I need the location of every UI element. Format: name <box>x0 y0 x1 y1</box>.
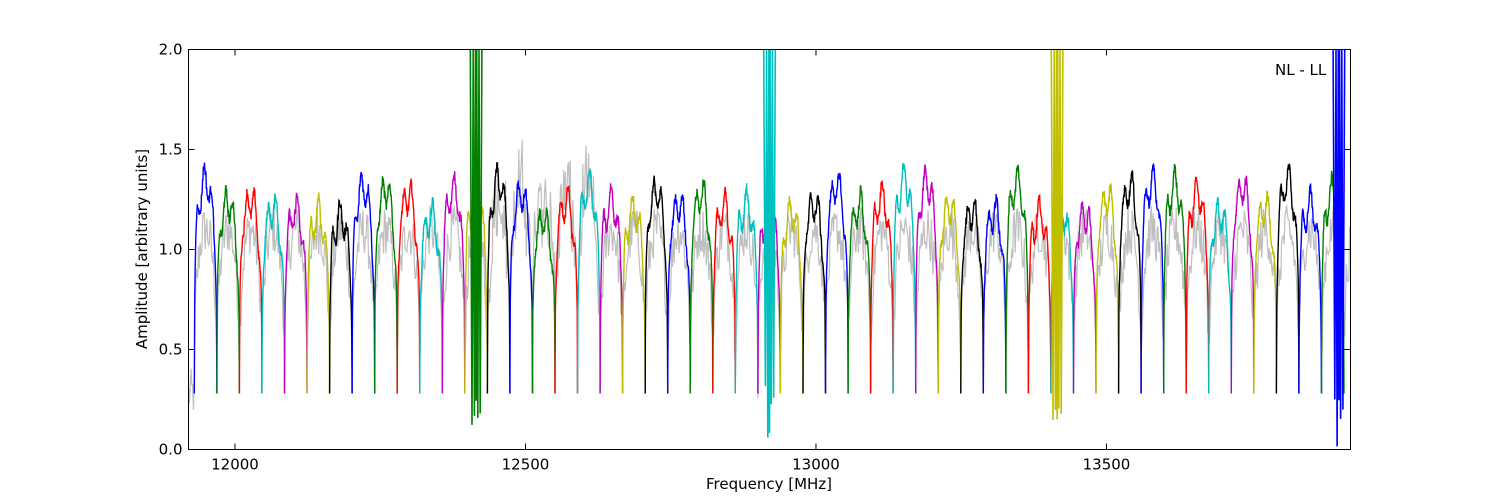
rfi-spike-2 <box>762 49 777 438</box>
subband-trace-19 <box>599 183 624 394</box>
subband-trace-23 <box>689 178 714 394</box>
subband-trace-34 <box>937 196 962 394</box>
subband-trace-42 <box>1117 170 1142 394</box>
x-axis-label: Frequency [MHz] <box>706 475 832 493</box>
subband-trace-35 <box>960 198 984 394</box>
subband-trace-40 <box>1072 200 1097 394</box>
x-tick-label: 12500 <box>502 456 550 474</box>
y-tick-label: 1.0 <box>159 241 183 259</box>
subband-trace-8 <box>351 172 376 394</box>
subband-trace-43 <box>1140 163 1165 394</box>
subband-trace-32 <box>892 162 917 394</box>
subband-trace-1 <box>193 162 218 394</box>
subband-trace-49 <box>1275 163 1300 394</box>
subband-trace-41 <box>1095 183 1120 394</box>
x-tick-label: 13000 <box>792 456 840 474</box>
subband-trace-14 <box>486 162 511 394</box>
subband-trace-48 <box>1253 190 1278 394</box>
subband-trace-15 <box>509 180 534 394</box>
y-axis-label: Amplitude [arbitrary units] <box>133 149 151 349</box>
subband-trace-2 <box>216 184 241 394</box>
subband-trace-36 <box>982 193 1007 394</box>
subband-trace-24 <box>712 186 736 394</box>
subband-trace-22 <box>667 194 691 394</box>
chart-annotation: NL - LL <box>1275 61 1327 79</box>
subband-trace-11 <box>419 196 443 394</box>
subband-trace-12 <box>441 171 466 394</box>
y-tick-label: 2.0 <box>159 41 183 59</box>
subband-trace-27 <box>779 196 804 394</box>
subband-trace-28 <box>802 192 827 394</box>
subband-trace-20 <box>621 195 646 394</box>
subband-trace-5 <box>283 192 308 394</box>
subband-trace-31 <box>869 180 894 394</box>
subband-trace-45 <box>1185 176 1210 394</box>
subband-trace-29 <box>824 172 849 394</box>
subband-trace-38 <box>1027 194 1052 394</box>
x-tick-label: 12000 <box>211 456 259 474</box>
subband-trace-9 <box>374 176 398 394</box>
subband-trace-10 <box>396 178 421 394</box>
subband-trace-4 <box>261 192 286 394</box>
subband-trace-37 <box>1005 164 1030 394</box>
subband-trace-21 <box>644 175 669 394</box>
subband-trace-46 <box>1208 196 1232 394</box>
subband-trace-47 <box>1230 175 1255 394</box>
x-tick-label: 13500 <box>1083 456 1131 474</box>
series-layer <box>188 49 1351 447</box>
subband-trace-50 <box>1298 183 1323 394</box>
y-tick-label: 0.0 <box>159 441 183 459</box>
y-tick-label: 0.5 <box>159 341 183 359</box>
subband-trace-25 <box>734 183 759 394</box>
subband-trace-16 <box>531 207 556 394</box>
subband-trace-3 <box>238 187 263 394</box>
rfi-spike-1 <box>469 49 483 425</box>
subband-trace-33 <box>915 164 939 394</box>
rfi-spike-3 <box>1050 49 1064 420</box>
y-tick-label: 1.5 <box>159 141 183 159</box>
subband-trace-30 <box>847 185 872 394</box>
tick-layer: 12000 12500 13000 13500 0.0 0.5 1.0 1.5 2.0 <box>159 41 1351 474</box>
subband-trace-6 <box>306 192 331 394</box>
subband-trace-18 <box>576 168 601 394</box>
subband-trace-44 <box>1163 163 1187 394</box>
subband-trace-7 <box>328 198 353 394</box>
rfi-spike-4 <box>1332 49 1346 447</box>
subband-trace-17 <box>554 185 579 394</box>
